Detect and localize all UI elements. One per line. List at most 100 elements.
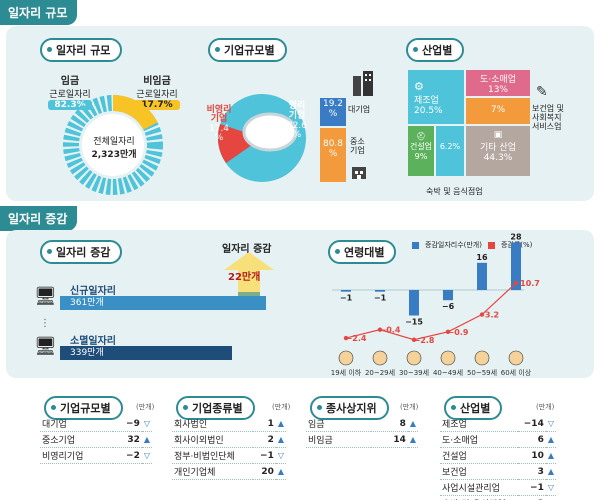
age-category-label: 30~39세: [399, 368, 429, 377]
bar-value-label: −6: [442, 302, 455, 311]
nonwage-label: 비임금: [143, 76, 171, 87]
legend-bar-swatch: [412, 241, 419, 249]
line-value-label: 10.7: [520, 279, 540, 288]
down-arrow-icon: ▽: [545, 416, 556, 432]
legend-bar-label: 증감일자리수(만개): [425, 241, 482, 249]
section-title-change: 일자리 증감: [0, 206, 78, 231]
new-jobs-label: 신규일자리: [70, 286, 116, 297]
up-arrow-icon: ▲: [545, 447, 556, 464]
up-arrow-icon: ▲: [275, 463, 286, 480]
worker-desk-icon-2: 🖥: [34, 336, 57, 357]
row-value: −14: [518, 416, 546, 432]
age-bar: [477, 262, 487, 290]
line-value-label: −2.8: [414, 336, 435, 345]
lost-jobs-label: 소멸일자리: [70, 336, 116, 347]
line-value-label: −0.4: [380, 326, 401, 335]
age-chart: −1 −2.4 19세 이하 −1 −0.4 20~29세 −15 −2.8 30~39세 −6 −…: [331, 232, 540, 377]
donut-center-label: 전체일자리: [93, 137, 135, 147]
tm-other-name: 기타 산업: [480, 143, 516, 153]
tm-retail-name: 도·소매업: [480, 75, 516, 85]
table-row: 대기업 −9 ▽: [40, 416, 152, 432]
large-firm-bar: 19.2 %: [320, 98, 346, 126]
wage-sub: 근로일자리: [49, 90, 91, 100]
down-arrow-icon: ▽: [141, 416, 152, 432]
table-status: 임금 8 ▲ 비임금 14 ▲: [306, 416, 418, 448]
table-row: 숙박 및 음식점업2▲: [440, 495, 556, 500]
nonwage-sub: 근로일자리: [136, 90, 178, 100]
row-value: 14: [370, 431, 408, 448]
growth-rate-point: [513, 280, 519, 286]
up-arrow-icon: ▲: [141, 431, 152, 448]
person-face-icon: [440, 350, 456, 366]
row-name: 사업시설관리업: [440, 479, 519, 496]
profit-text: 영리 기업 82.6 %: [282, 101, 312, 141]
person-face-icon: [474, 350, 490, 366]
nonwage-label-group: 비임금 근로일자리 17.7%: [134, 72, 180, 110]
bar-value-label: −1: [374, 294, 387, 303]
donut-nonwage-arc: [112, 94, 158, 131]
age-category-label: 20~29세: [365, 368, 395, 377]
bar-value-label: −15: [405, 318, 423, 327]
table-row: 회사법인 1 ▲: [172, 416, 286, 432]
row-value: 20: [253, 463, 276, 480]
table-row: 도·소매업 6 ▲: [440, 431, 556, 448]
lodging-label: 숙박 및 음식점업: [426, 187, 483, 196]
row-name: 회사법인: [172, 416, 254, 432]
legend-line-swatch: [487, 241, 495, 249]
up-arrow-icon: ▲: [545, 431, 556, 448]
row-value: 3: [518, 463, 546, 480]
row-value: −9: [113, 416, 142, 432]
row-name: 제조업: [440, 416, 519, 432]
nonprofit-pct: 17.4 %: [208, 123, 230, 144]
worker-desk-icon: 🖥: [34, 286, 57, 307]
row-name: 정부·비법인단체: [172, 447, 254, 464]
lost-jobs-bar: 339만개: [60, 346, 232, 360]
row-name: 숙박 및 음식점업: [440, 495, 519, 500]
industry-pill: 산업별: [406, 38, 465, 62]
nonprofit-slice: [217, 124, 262, 163]
wage-pct: 82.3%: [48, 100, 92, 110]
small-shop-icon: [350, 162, 368, 180]
profit-pct: 82.6 %: [286, 120, 308, 141]
bar-value-label: −1: [340, 294, 353, 303]
up-arrow-icon: ▲: [275, 431, 286, 448]
growth-rate-point: [377, 327, 383, 332]
table-row: 건설업 10 ▲: [440, 447, 556, 464]
tm-construction-name: 건설업: [409, 142, 433, 151]
firm-size-donut: [217, 94, 306, 182]
health-label: 보건업 및 사회복지 서비스업: [532, 104, 564, 132]
table-row: 사업시설관리업 −1 ▽: [440, 479, 556, 496]
nonprofit-label: 비영리 기업: [206, 105, 232, 125]
increase-value: 22만개: [228, 272, 261, 283]
section-title-size: 일자리 규모: [0, 0, 78, 25]
donut-hole: [82, 114, 144, 176]
table-firm-size-unit: (만개): [136, 403, 155, 411]
row-name: 대기업: [40, 416, 114, 432]
row-name: 보건업: [440, 463, 519, 480]
hand-heart-icon: ✎: [536, 84, 548, 100]
age-category-label: 19세 이하: [331, 368, 362, 377]
donut-wage-ring: [63, 95, 163, 195]
table-row: 비영리기업 −2 ▽: [40, 447, 152, 464]
down-arrow-icon: ▽: [275, 447, 286, 464]
tm-lodging: 6.2%: [436, 126, 464, 176]
tm-retail-pct: 13%: [487, 85, 508, 95]
donut-center: 전체일자리 2,323만개: [84, 134, 144, 160]
sme-label: 중소 기업: [350, 137, 365, 155]
nonwage-pct: 17.7%: [134, 100, 180, 110]
tm-lodging-pct: 6.2%: [439, 142, 461, 151]
down-arrow-icon: ▽: [545, 479, 556, 496]
table-row: 비임금 14 ▲: [306, 431, 418, 448]
table-row: 개인기업체 20 ▲: [172, 463, 286, 480]
row-value: 8: [370, 416, 408, 432]
row-name: 도·소매업: [440, 431, 519, 448]
table-industry-unit: (만개): [536, 403, 555, 411]
tm-retail: 도·소매업 13%: [466, 70, 530, 96]
building-icon: [350, 70, 376, 96]
table-firm-type-unit: (만개): [272, 403, 291, 411]
row-name: 비영리기업: [40, 447, 114, 464]
size-donut: [63, 94, 163, 195]
tm-manufacturing-pct: 20.5%: [414, 106, 443, 116]
helmet-icon: ⛑: [415, 132, 427, 141]
